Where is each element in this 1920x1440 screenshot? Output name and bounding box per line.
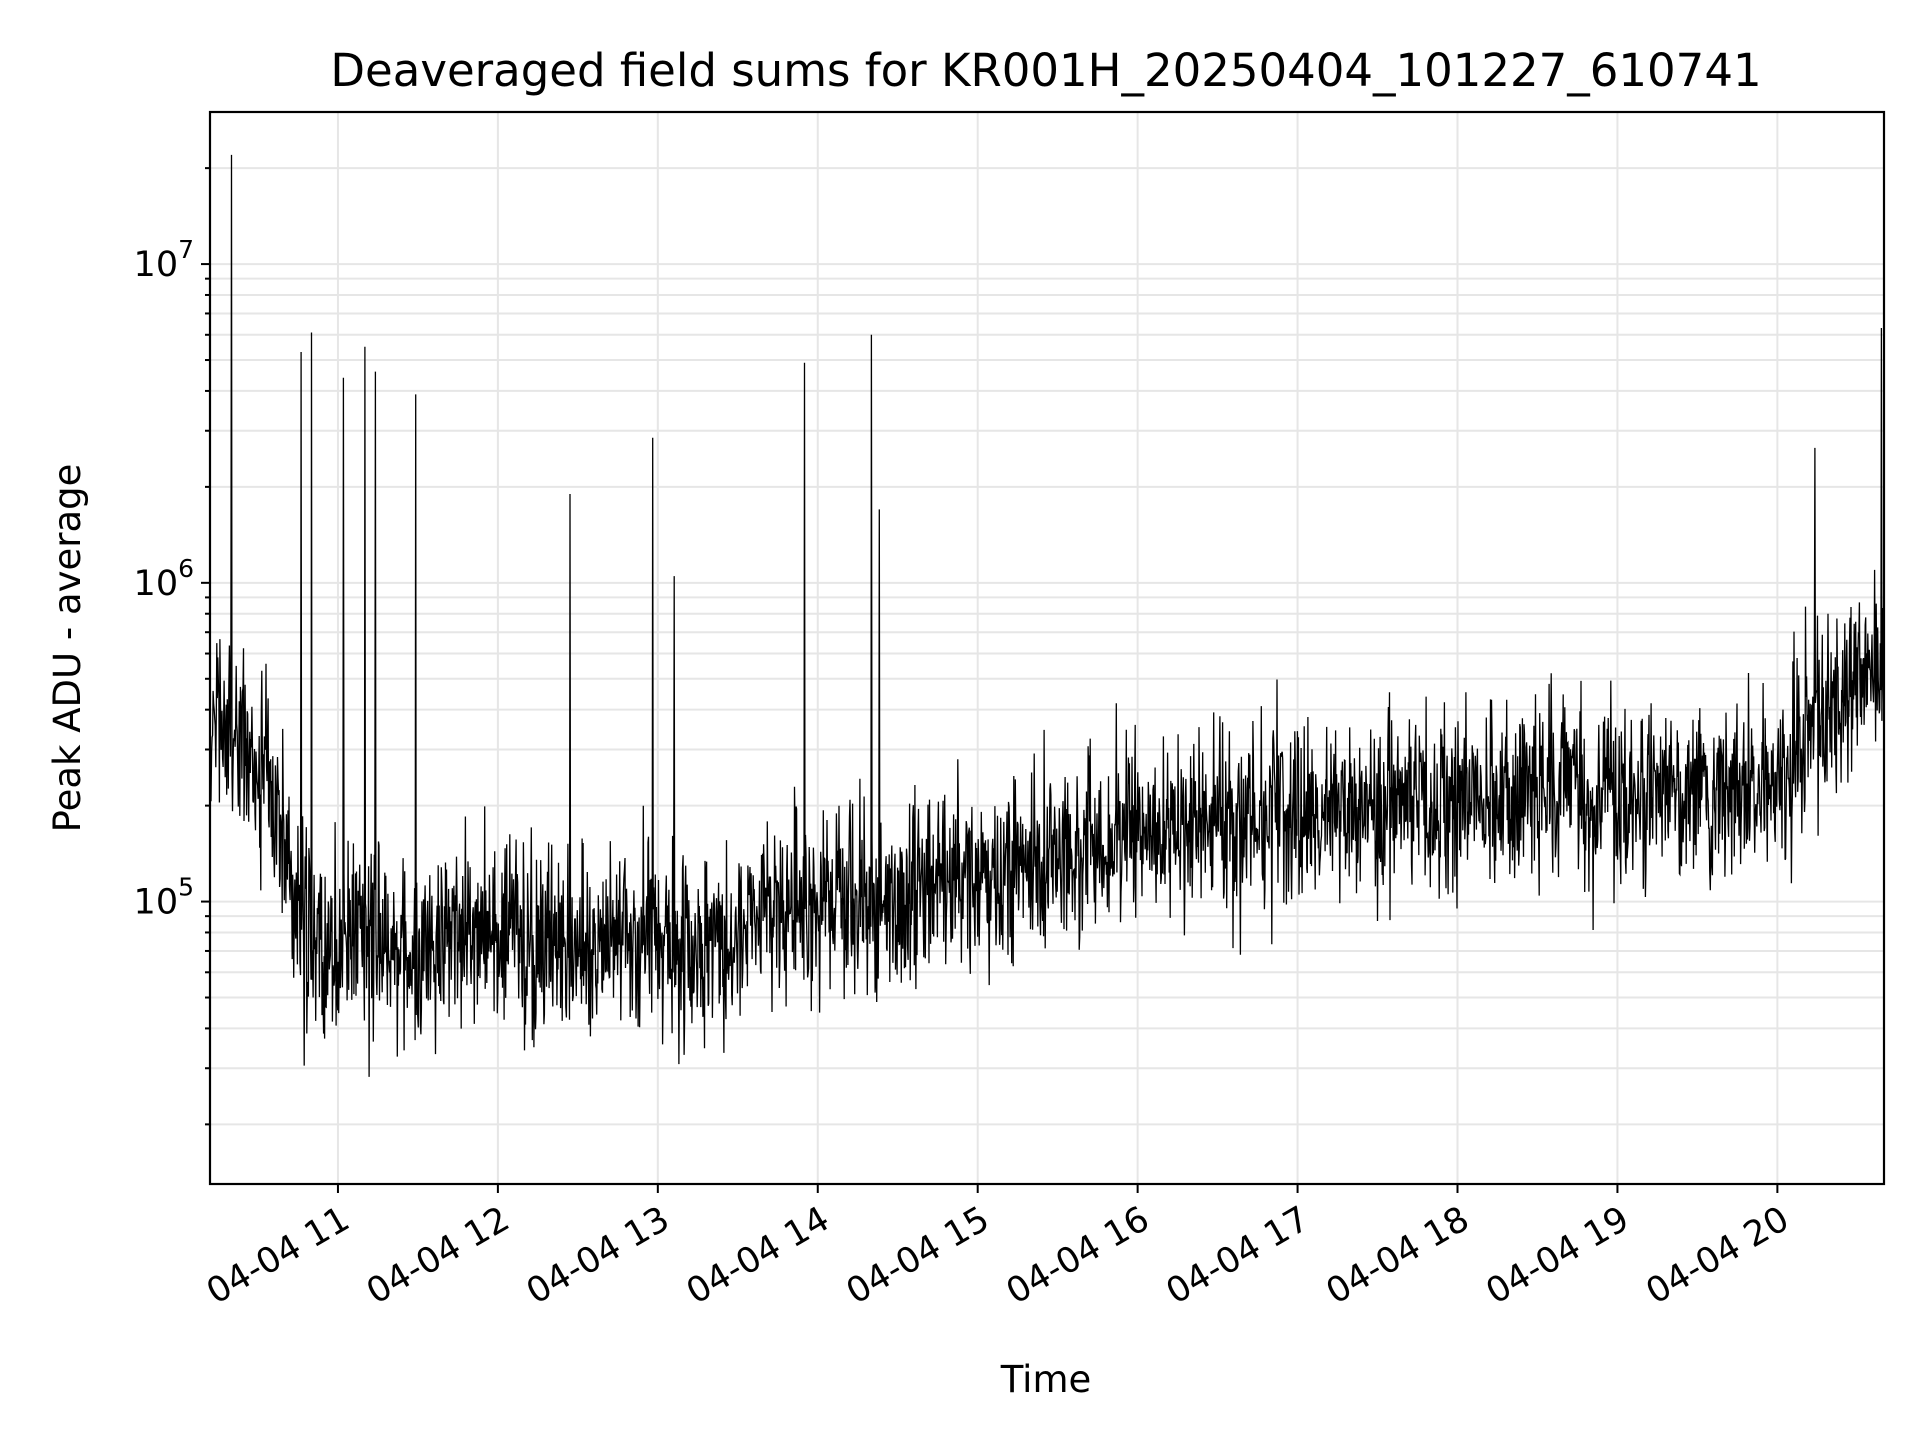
axes-frame [208, 110, 1886, 1186]
y-tick-label-base: 10 [134, 564, 179, 604]
y-tick-label: 107 [134, 235, 194, 285]
y-tick-label: 105 [134, 873, 194, 923]
chart-title: Deaveraged field sums for KR001H_2025040… [330, 44, 1761, 97]
y-tick-label-exponent: 7 [178, 235, 194, 264]
y-tick-label-base: 10 [134, 245, 179, 285]
data-series [209, 154, 1885, 1077]
y-axis-label: Peak ADU - average [46, 464, 89, 833]
grid-lines [210, 112, 1884, 1184]
series-line [209, 154, 1885, 1077]
y-tick-label-exponent: 6 [178, 554, 194, 583]
y-tick-label-base: 10 [134, 883, 179, 923]
y-tick-label: 106 [134, 554, 194, 604]
y-tick-label-exponent: 5 [178, 873, 194, 902]
plot-area [208, 110, 1886, 1186]
x-axis-label: Time [1000, 1358, 1092, 1401]
